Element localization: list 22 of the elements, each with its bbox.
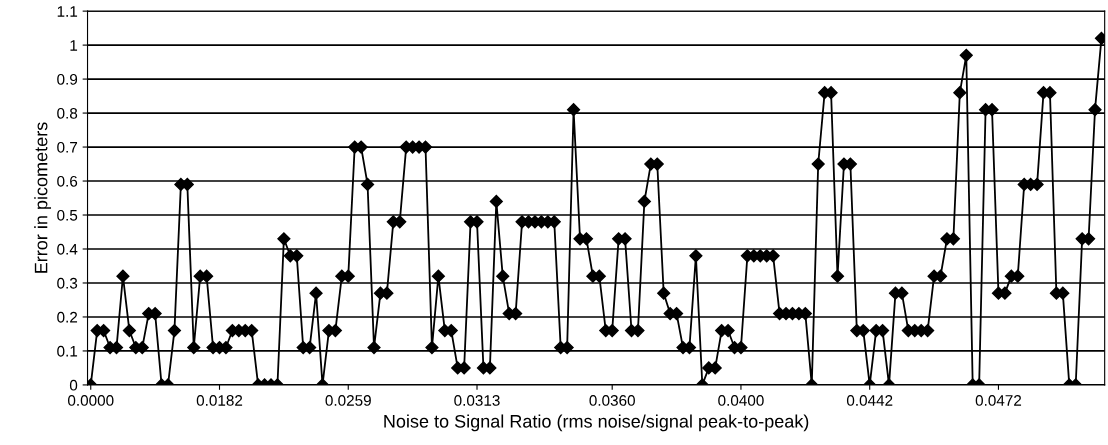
y-tick-label: 0.3 bbox=[57, 277, 78, 289]
x-tick-label: 0.0313 bbox=[454, 395, 500, 406]
x-axis-title: Noise to Signal Ratio (rms noise/signal peak-to-peak) bbox=[384, 414, 809, 432]
x-tick-label: 0.0259 bbox=[325, 395, 371, 406]
y-tick-label: 1 bbox=[70, 40, 78, 51]
y-tick-label: 0 bbox=[69, 379, 78, 391]
x-tick-label: 0.0472 bbox=[975, 395, 1022, 406]
y-tick-label: 0.7 bbox=[57, 141, 78, 153]
x-tick-label: 0.0000 bbox=[67, 395, 114, 406]
x-tick-label: 0.0182 bbox=[196, 395, 243, 406]
y-tick-label: 0.9 bbox=[57, 73, 78, 85]
y-tick-label: 0.8 bbox=[57, 107, 78, 119]
y-tick-label: 0.2 bbox=[57, 311, 78, 323]
y-tick-label: 0.4 bbox=[57, 243, 78, 255]
x-tick-label: 0.0400 bbox=[718, 395, 764, 406]
x-tick-label: 0.0442 bbox=[846, 395, 893, 406]
x-tick-label: 0.0360 bbox=[589, 395, 635, 406]
y-tick-label: 1.1 bbox=[57, 6, 78, 17]
y-tick-label: 0.1 bbox=[57, 345, 78, 357]
y-tick-label: 0.5 bbox=[57, 209, 78, 221]
y-tick-label: 0.6 bbox=[57, 175, 78, 187]
y-axis-title: Error in picometers bbox=[34, 122, 52, 273]
